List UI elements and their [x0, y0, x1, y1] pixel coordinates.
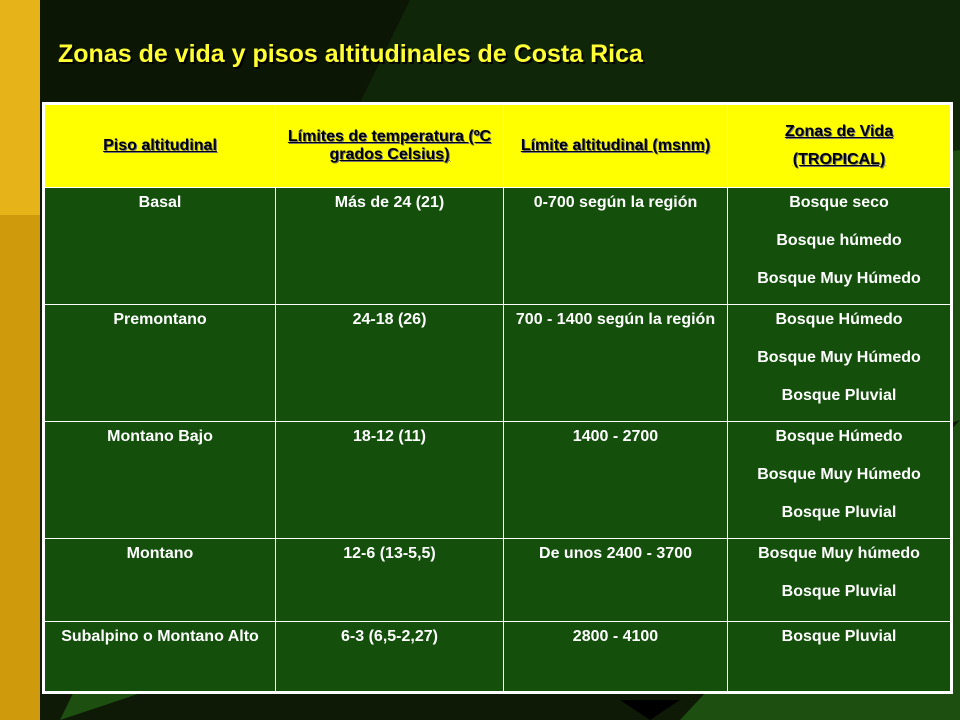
table-row: Subalpino o Montano Alto 6-3 (6,5-2,27) …	[43, 620, 952, 694]
cell-piso: Montano Bajo	[43, 420, 276, 539]
header-altitude: Límite altitudinal (msnm)	[503, 103, 728, 188]
slide-title: Zonas de vida y pisos altitudinales de C…	[58, 40, 643, 68]
cell-piso: Montano	[43, 537, 276, 622]
zone-item: Bosque Húmedo	[775, 310, 903, 328]
cell-altitude: De unos 2400 - 3700	[503, 537, 728, 622]
table-header-row: Piso altitudinal Límites de temperatura …	[43, 103, 952, 188]
cell-temperature: 24-18 (26)	[275, 303, 504, 422]
cell-temperature: 12-6 (13-5,5)	[275, 537, 504, 622]
zone-item: Bosque seco	[789, 194, 889, 211]
cell-piso: Premontano	[43, 303, 276, 422]
header-zones: Zonas de Vida (TROPICAL)	[727, 103, 952, 188]
zone-item: Bosque Muy Húmedo	[757, 465, 921, 483]
zone-item: Bosque Pluvial	[781, 503, 897, 521]
cell-zones: Bosque Muy húmedo Bosque Pluvial	[727, 537, 952, 622]
life-zones-table: Piso altitudinal Límites de temperatura …	[42, 102, 953, 694]
zone-item: Bosque húmedo	[776, 232, 902, 249]
zone-item: Bosque Muy Húmedo	[757, 270, 921, 287]
header-temperature: Límites de temperatura (ºC grados Celsiu…	[275, 103, 504, 188]
cell-temperature: Más de 24 (21)	[275, 187, 504, 305]
cell-piso: Subalpino o Montano Alto	[43, 620, 276, 694]
zone-item: Bosque Pluvial	[781, 582, 897, 600]
header-piso: Piso altitudinal	[43, 103, 276, 188]
header-zones-line: Zonas de Vida	[784, 123, 894, 140]
zone-item: Bosque Pluvial	[781, 386, 897, 404]
cell-zones: Bosque Pluvial	[727, 620, 952, 694]
table-row: Montano Bajo 18-12 (11) 1400 - 2700 Bosq…	[43, 420, 952, 539]
table-row: Premontano 24-18 (26) 700 - 1400 según l…	[43, 303, 952, 422]
zone-item: Bosque Pluvial	[781, 627, 897, 645]
cell-piso: Basal	[43, 187, 276, 305]
cell-zones: Bosque Húmedo Bosque Muy Húmedo Bosque P…	[727, 420, 952, 539]
cell-altitude: 0-700 según la región	[503, 187, 728, 305]
cell-temperature: 18-12 (11)	[275, 420, 504, 539]
cell-altitude: 1400 - 2700	[503, 420, 728, 539]
zone-item: Bosque Húmedo	[775, 427, 903, 445]
cell-zones: Bosque seco Bosque húmedo Bosque Muy Húm…	[727, 187, 952, 305]
zone-item: Bosque Muy húmedo	[758, 544, 920, 562]
table-row: Basal Más de 24 (21) 0-700 según la regi…	[43, 187, 952, 305]
cell-altitude: 700 - 1400 según la región	[503, 303, 728, 422]
cell-altitude: 2800 - 4100	[503, 620, 728, 694]
cell-temperature: 6-3 (6,5-2,27)	[275, 620, 504, 694]
header-zones-line: (TROPICAL)	[792, 151, 886, 168]
zone-item: Bosque Muy Húmedo	[757, 348, 921, 366]
table-row: Montano 12-6 (13-5,5) De unos 2400 - 370…	[43, 537, 952, 622]
cell-zones: Bosque Húmedo Bosque Muy Húmedo Bosque P…	[727, 303, 952, 422]
